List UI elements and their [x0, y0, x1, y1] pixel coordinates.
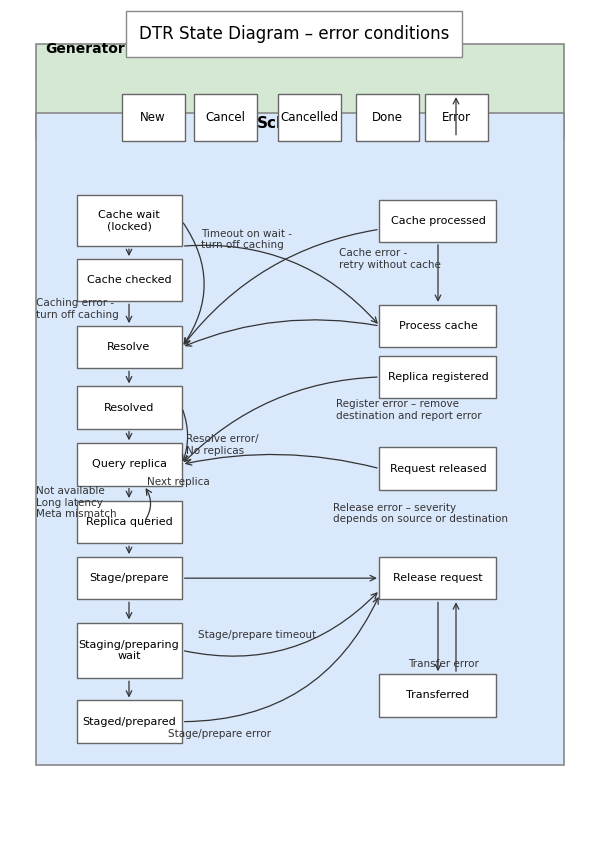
Text: New: New: [140, 110, 166, 124]
Text: Replica queried: Replica queried: [86, 517, 172, 527]
Text: Cache wait
(locked): Cache wait (locked): [98, 210, 160, 232]
Text: Done: Done: [371, 110, 403, 124]
FancyBboxPatch shape: [77, 443, 182, 486]
Text: Next replica: Next replica: [147, 477, 210, 487]
Text: Staged/prepared: Staged/prepared: [82, 717, 176, 727]
Text: Release request: Release request: [393, 573, 483, 583]
FancyBboxPatch shape: [77, 623, 182, 678]
Text: Replica registered: Replica registered: [388, 372, 488, 382]
FancyBboxPatch shape: [379, 305, 497, 347]
Text: Resolved: Resolved: [104, 402, 154, 413]
FancyBboxPatch shape: [379, 557, 497, 599]
Text: Scheduler: Scheduler: [257, 115, 343, 131]
Text: Error: Error: [442, 110, 470, 124]
Text: Stage/prepare error: Stage/prepare error: [168, 729, 271, 739]
FancyBboxPatch shape: [277, 94, 341, 141]
FancyBboxPatch shape: [122, 94, 185, 141]
Text: Cache processed: Cache processed: [391, 216, 485, 226]
FancyBboxPatch shape: [379, 200, 497, 242]
FancyBboxPatch shape: [36, 113, 564, 765]
FancyBboxPatch shape: [77, 557, 182, 599]
Text: Caching error -
turn off caching: Caching error - turn off caching: [36, 298, 119, 320]
Text: Timeout on wait -
turn off caching: Timeout on wait - turn off caching: [201, 228, 292, 250]
Text: Cancel: Cancel: [205, 110, 245, 124]
Text: Cancelled: Cancelled: [280, 110, 338, 124]
Text: Resolve: Resolve: [107, 342, 151, 352]
Text: Stage/prepare timeout: Stage/prepare timeout: [198, 630, 316, 640]
Text: Not available
Long latency
Meta mismatch: Not available Long latency Meta mismatch: [36, 486, 116, 520]
FancyBboxPatch shape: [77, 700, 182, 743]
Text: Generator: Generator: [45, 42, 125, 56]
Text: Request released: Request released: [389, 464, 487, 474]
Text: DTR State Diagram – error conditions: DTR State Diagram – error conditions: [139, 25, 449, 43]
FancyBboxPatch shape: [379, 447, 497, 490]
Text: Cache error -
retry without cache: Cache error - retry without cache: [339, 248, 441, 270]
FancyBboxPatch shape: [193, 94, 257, 141]
Text: Register error – remove
destination and report error: Register error – remove destination and …: [336, 399, 482, 421]
FancyBboxPatch shape: [77, 326, 182, 368]
FancyBboxPatch shape: [77, 386, 182, 429]
Text: Stage/prepare: Stage/prepare: [89, 573, 169, 583]
FancyBboxPatch shape: [379, 356, 497, 398]
FancyBboxPatch shape: [126, 11, 462, 58]
Text: Transferred: Transferred: [406, 690, 470, 700]
Text: Transfer error: Transfer error: [408, 659, 479, 669]
FancyBboxPatch shape: [355, 94, 419, 141]
FancyBboxPatch shape: [77, 195, 182, 246]
Text: Cache checked: Cache checked: [86, 275, 172, 285]
Text: Release error – severity
depends on source or destination: Release error – severity depends on sour…: [333, 503, 508, 525]
FancyBboxPatch shape: [379, 674, 497, 717]
FancyBboxPatch shape: [77, 259, 182, 301]
FancyBboxPatch shape: [36, 44, 564, 138]
Text: Resolve error/
No replicas: Resolve error/ No replicas: [186, 434, 259, 456]
FancyBboxPatch shape: [425, 94, 487, 141]
Text: Query replica: Query replica: [91, 459, 167, 469]
Text: Process cache: Process cache: [398, 321, 478, 331]
Text: Staging/preparing
wait: Staging/preparing wait: [79, 639, 179, 661]
FancyBboxPatch shape: [77, 501, 182, 543]
